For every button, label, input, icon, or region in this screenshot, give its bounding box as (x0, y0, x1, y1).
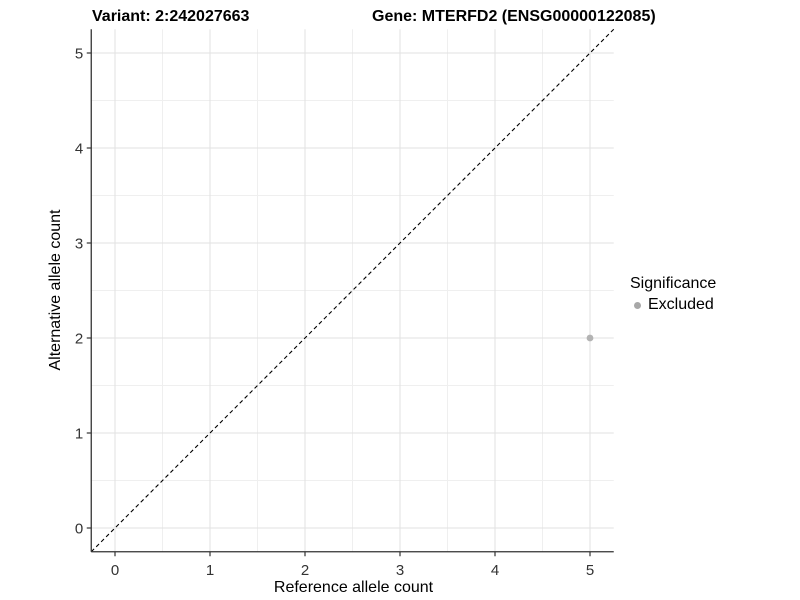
y-tick-label: 3 (75, 236, 83, 253)
legend-key-dot (634, 301, 641, 309)
y-tick-label: 0 (75, 521, 83, 538)
y-tick-label: 1 (75, 426, 83, 443)
x-tick-label: 4 (491, 562, 499, 579)
x-tick-label: 0 (111, 562, 119, 579)
x-tick-label: 2 (301, 562, 309, 579)
legend: Significance Excluded (630, 275, 716, 314)
y-axis-title: Alternative allele count (47, 209, 64, 371)
legend-title: Significance (630, 275, 717, 292)
y-tick-label: 2 (75, 331, 83, 348)
data-point (586, 334, 594, 342)
gene-title: Gene: MTERFD2 (ENSG00000122085) (372, 8, 656, 25)
legend-item-label: Excluded (648, 296, 714, 313)
x-axis-title: Reference allele count (273, 579, 434, 596)
y-tick-label: 5 (75, 46, 83, 63)
variant-title: Variant: 2:242027663 (92, 8, 250, 25)
y-tick-label: 4 (75, 141, 83, 158)
x-tick-label: 1 (206, 562, 214, 579)
x-tick-label: 3 (396, 562, 404, 579)
x-tick-label: 5 (586, 562, 594, 579)
legend-item-excluded: Excluded (630, 296, 716, 314)
